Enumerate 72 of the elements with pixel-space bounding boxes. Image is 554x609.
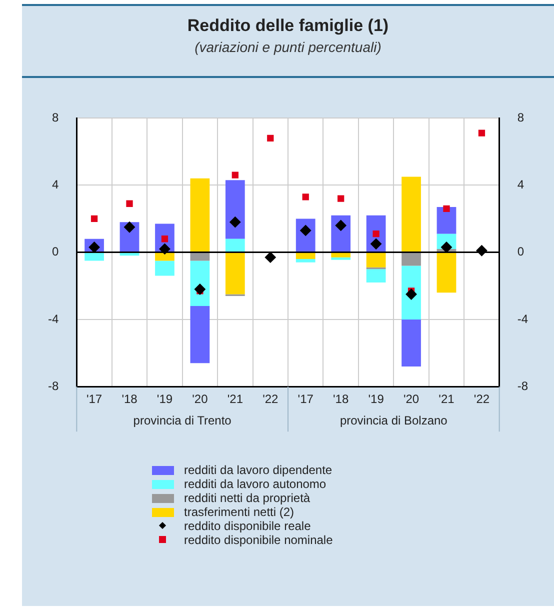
legend-label: redditi da lavoro dipendente xyxy=(184,463,332,477)
y-tick-label: 8 xyxy=(52,110,59,124)
point xyxy=(90,215,98,222)
x-tick-label: '22 xyxy=(474,392,490,406)
bar xyxy=(190,178,210,252)
bar xyxy=(436,206,456,234)
y-tick-label: 4 xyxy=(52,177,59,192)
point xyxy=(232,172,238,178)
point xyxy=(302,194,309,200)
point xyxy=(335,220,346,231)
bar xyxy=(296,259,316,262)
point xyxy=(370,238,382,250)
x-tick-label: '21 xyxy=(438,392,455,406)
chart-subtitle: (variazioni e punti percentuali) xyxy=(194,39,382,55)
bar xyxy=(225,252,245,294)
y2-tick-label: 0 xyxy=(517,244,524,259)
x-tick-label: '19 xyxy=(156,392,173,406)
y-tick-label: -4 xyxy=(48,312,59,326)
bar xyxy=(155,252,174,261)
point xyxy=(230,216,241,228)
x-tick-label: '17 xyxy=(86,392,102,406)
y2-tick-label: 4 xyxy=(517,177,524,192)
chart-title: Reddito delle famiglie (1) xyxy=(186,15,390,36)
bar xyxy=(331,215,351,252)
point xyxy=(124,222,136,233)
point xyxy=(441,242,452,253)
point xyxy=(126,200,133,207)
point xyxy=(338,195,344,202)
x-tick-label: '19 xyxy=(368,392,384,406)
x-tick-label: '17 xyxy=(298,392,314,406)
text: provincia di Bolzano xyxy=(340,414,448,428)
x-tick-label: '18 xyxy=(122,392,138,406)
bar xyxy=(331,257,351,260)
bar xyxy=(190,252,210,261)
point xyxy=(443,205,450,212)
legend-label: redditi netti da proprietà xyxy=(184,491,310,505)
x-tick-label: '20 xyxy=(403,392,420,406)
y2-tick-label: -8 xyxy=(517,378,528,393)
x-tick-label: '21 xyxy=(227,392,244,406)
point xyxy=(406,288,417,300)
bar xyxy=(402,252,421,266)
x-tick-label: '22 xyxy=(262,392,279,406)
legend-label: reddito disponibile nominale xyxy=(184,533,333,547)
bar xyxy=(402,176,421,252)
legend-label: reddito disponibile reale xyxy=(184,519,311,533)
x-tick-label: '20 xyxy=(192,392,208,406)
bar xyxy=(296,252,316,260)
bar xyxy=(436,252,456,293)
bar xyxy=(366,269,386,283)
text: provincia di Trento xyxy=(133,414,232,428)
y2-tick-label: 8 xyxy=(517,110,524,124)
point xyxy=(478,130,486,136)
bar xyxy=(225,238,245,252)
bar xyxy=(155,260,174,276)
bar xyxy=(402,266,421,320)
y-tick-label: 0 xyxy=(52,244,59,259)
bar xyxy=(366,252,386,268)
bar xyxy=(190,260,210,306)
y-tick-label: -8 xyxy=(48,378,59,393)
bar xyxy=(225,180,245,239)
point xyxy=(264,252,276,263)
y2-tick-label: -4 xyxy=(517,312,528,326)
bar xyxy=(190,306,210,364)
point xyxy=(372,230,380,238)
point xyxy=(267,134,274,142)
legend-label: redditi da lavoro autonomo xyxy=(184,477,326,491)
bar xyxy=(331,252,351,258)
legend-label: trasferimenti netti (2) xyxy=(184,505,294,519)
bar xyxy=(84,252,104,261)
point xyxy=(194,284,206,295)
bar xyxy=(402,319,421,366)
x-tick-label: '18 xyxy=(333,392,349,406)
